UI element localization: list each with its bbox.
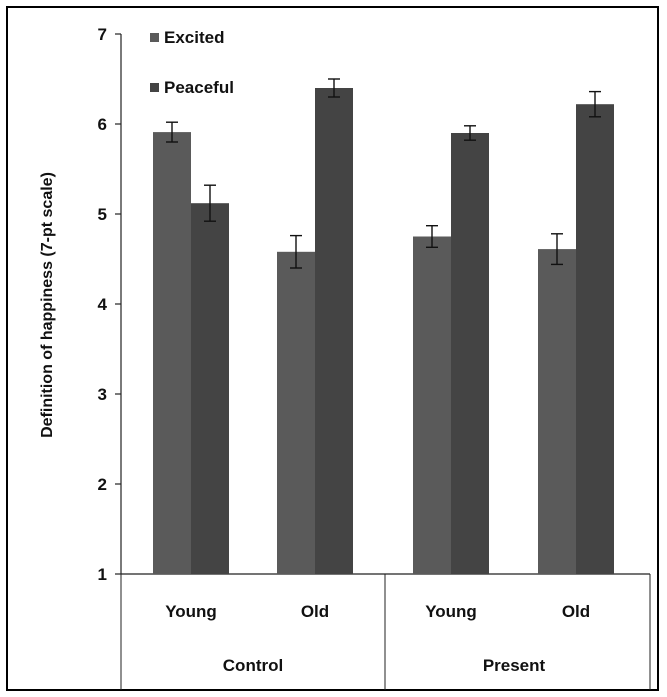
group-label: Control (223, 656, 283, 675)
category-label: Young (165, 602, 217, 621)
bar (315, 88, 353, 574)
category-label: Old (301, 602, 329, 621)
y-tick-label: 6 (98, 115, 107, 134)
group-label: Present (483, 656, 546, 675)
bar (451, 133, 489, 574)
legend-label: Excited (164, 28, 224, 47)
y-tick-label: 7 (98, 25, 107, 44)
bar (538, 249, 576, 574)
category-label: Young (425, 602, 477, 621)
y-axis-title: Definition of happiness (7-pt scale) (39, 172, 56, 438)
y-tick-label: 2 (98, 475, 107, 494)
legend-label: Peaceful (164, 78, 234, 97)
y-tick-label: 5 (98, 205, 107, 224)
x-axis-labels: Young Old Young Old Control Present (165, 602, 590, 675)
bars (153, 79, 614, 574)
y-tick-label: 1 (98, 565, 107, 584)
legend: Excited Peaceful (150, 28, 234, 97)
bar (413, 237, 451, 575)
category-label: Old (562, 602, 590, 621)
bar (191, 203, 229, 574)
bar (153, 132, 191, 574)
legend-swatch (150, 83, 159, 92)
bar (277, 252, 315, 574)
y-tick-label: 4 (98, 295, 108, 314)
y-tick-label: 3 (98, 385, 107, 404)
bar (576, 104, 614, 574)
legend-swatch (150, 33, 159, 42)
